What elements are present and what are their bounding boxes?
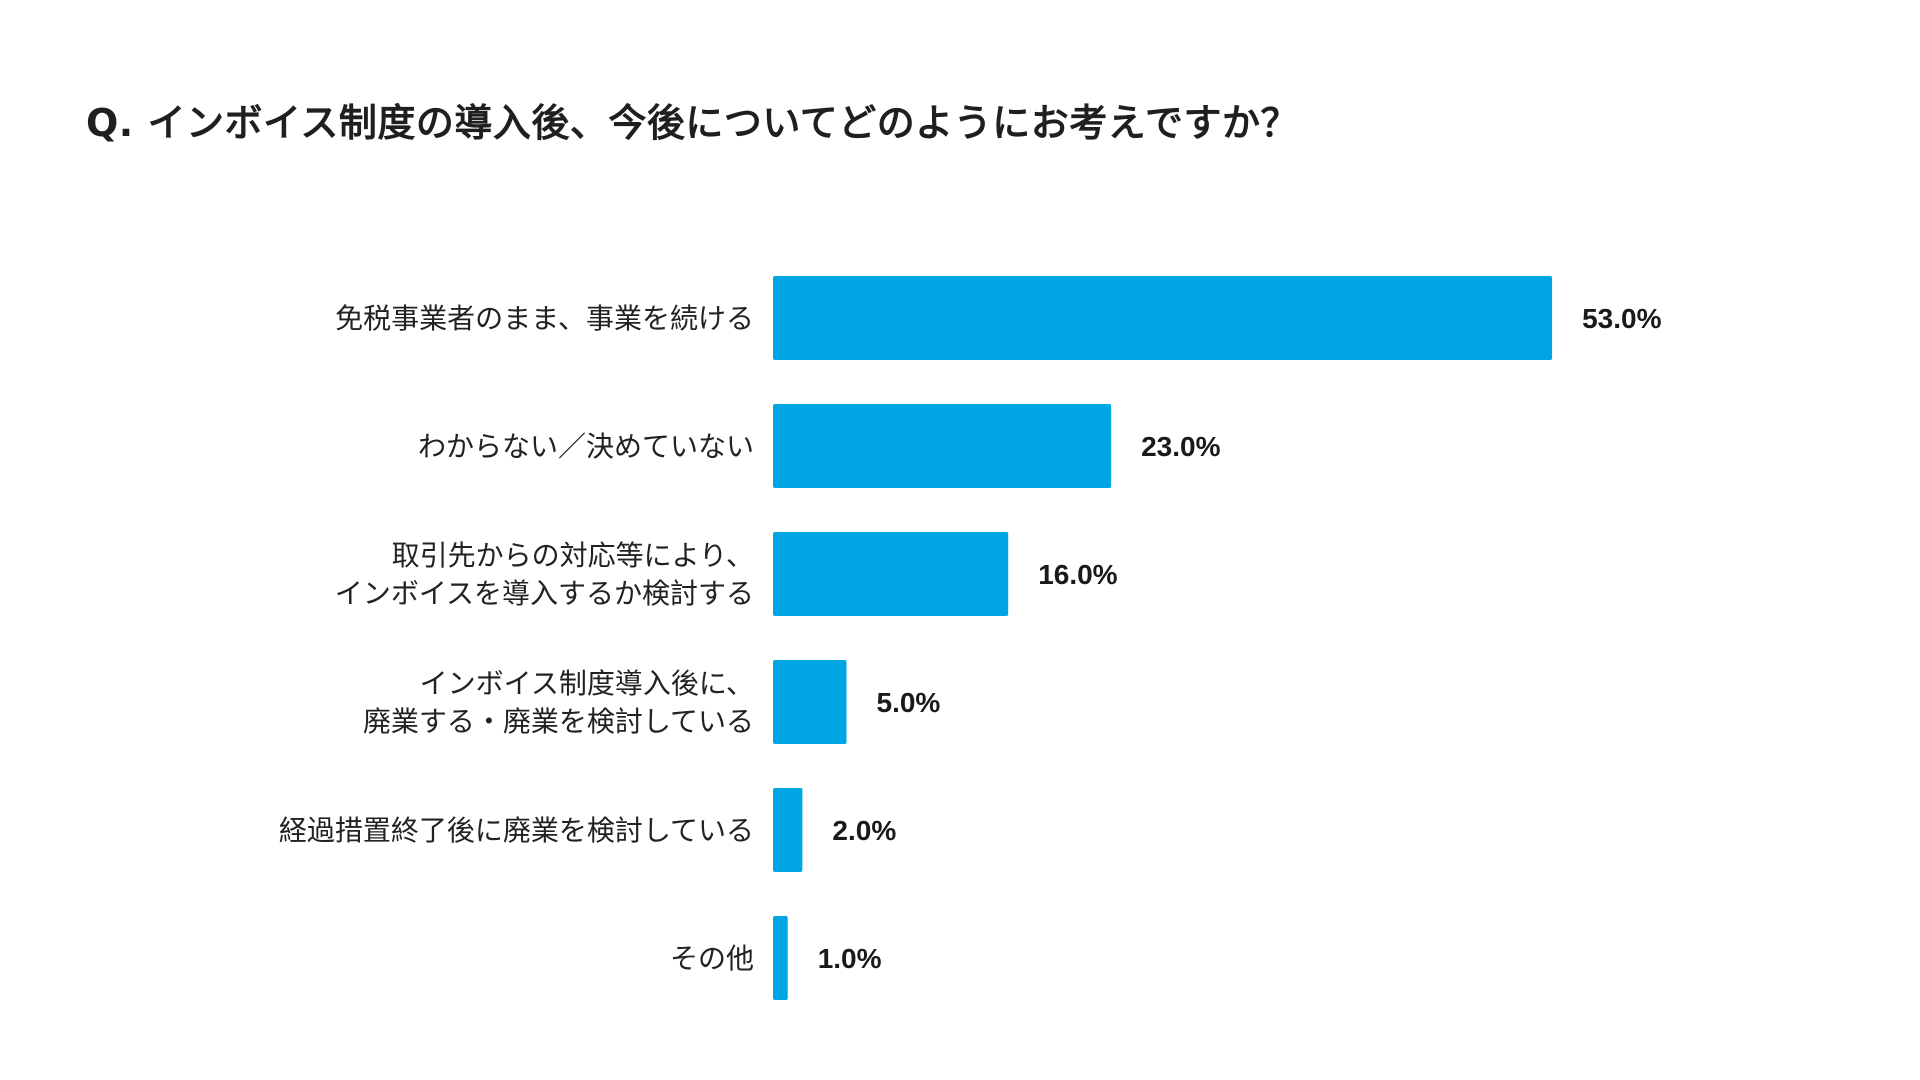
category-label-line: インボイスを導入するか検討する — [335, 577, 754, 610]
category-label-line: 廃業する・廃業を検討している — [363, 705, 754, 738]
category-label-line: 免税事業者のまま、事業を続ける — [335, 302, 754, 335]
category-label-4: 経過措置終了後に廃業を検討している — [279, 814, 754, 847]
category-label-3: インボイス制度導入後に、廃業する・廃業を検討している — [363, 667, 754, 738]
category-label-line: 取引先からの対応等により、 — [392, 539, 754, 572]
value-label-3: 5.0% — [877, 687, 941, 718]
category-label-line: わからない／決めていない — [418, 430, 754, 463]
category-label-0: 免税事業者のまま、事業を続ける — [335, 302, 754, 335]
value-label-0: 53.0% — [1582, 303, 1661, 334]
value-label-2: 16.0% — [1038, 559, 1117, 590]
value-label-5: 1.0% — [818, 943, 882, 974]
value-label-1: 23.0% — [1141, 431, 1220, 462]
category-label-line: インボイス制度導入後に、 — [420, 667, 754, 700]
category-label-5: その他 — [670, 942, 754, 975]
chart-title: Q. インボイス制度の導入後、今後についてどのようにお考えですか？ — [86, 101, 1300, 145]
category-label-2: 取引先からの対応等により、インボイスを導入するか検討する — [335, 539, 754, 610]
bar-0 — [773, 276, 1553, 360]
category-label-1: わからない／決めていない — [418, 430, 754, 463]
category-label-line: 経過措置終了後に廃業を検討している — [279, 814, 754, 847]
bar-5 — [773, 916, 788, 1000]
value-label-4: 2.0% — [832, 815, 896, 846]
category-label-line: その他 — [670, 942, 754, 975]
bar-3 — [773, 660, 847, 744]
bar-4 — [773, 788, 803, 872]
bar-2 — [773, 532, 1009, 616]
bar-1 — [773, 404, 1112, 488]
